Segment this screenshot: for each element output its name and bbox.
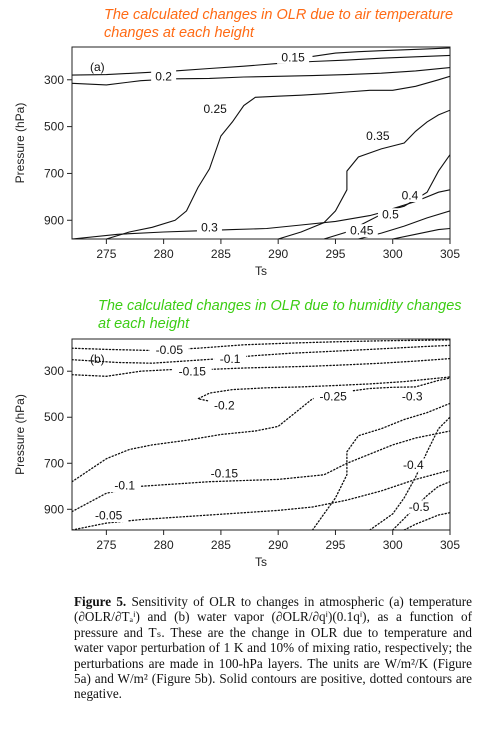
contour-line xyxy=(72,469,450,530)
contour-label-bg xyxy=(377,208,403,222)
contour-label: 0.45 xyxy=(350,224,374,238)
x-tick-label: 295 xyxy=(325,247,345,261)
x-tick-label: 275 xyxy=(96,247,116,261)
contour-chart-b: 275 280 285 290 295 300 305 300 500 700 900 Ts Press… xyxy=(13,338,460,569)
x-tick-label: 305 xyxy=(440,247,460,261)
contour-label-bg xyxy=(361,129,394,143)
figure-caption: Figure 5. Sensitivity of OLR to changes … xyxy=(74,594,472,702)
contour-chart-a: 275 280 285 290 295 300 305 300 500 700 900 Ts Press… xyxy=(13,46,460,278)
contour-line xyxy=(72,357,450,377)
contour-label: 0.3 xyxy=(201,221,218,235)
x-tick-label: 290 xyxy=(268,538,288,552)
x-tick-label: 290 xyxy=(268,247,288,261)
contour-label-bg xyxy=(151,69,177,83)
x-tick-label: 295 xyxy=(325,538,345,552)
contour-line xyxy=(392,227,450,239)
contour-line xyxy=(72,377,450,483)
plot-frame xyxy=(71,338,451,531)
y-axis-label: Pressure (hPa) xyxy=(13,394,27,475)
contour-label: -0.05 xyxy=(95,509,123,523)
contour-label: -0.15 xyxy=(179,364,207,378)
contour-label: 0.35 xyxy=(366,129,390,143)
caption-label: Figure 5. xyxy=(74,594,127,609)
contour-label-bg xyxy=(397,458,430,472)
x-tick-label: 280 xyxy=(154,247,174,261)
y-axis-label: Pressure (hPa) xyxy=(13,103,27,184)
contour-line xyxy=(312,47,450,57)
contour-label: -0.25 xyxy=(319,389,347,403)
annotation-humidity: The calculated changes in OLR due to hum… xyxy=(98,298,462,332)
contour-line xyxy=(369,416,450,530)
contour-label-bg xyxy=(208,399,241,413)
contour-label: 0.4 xyxy=(402,189,419,203)
contour-label: 0.25 xyxy=(204,102,228,116)
contour-line xyxy=(72,430,450,513)
contour-line xyxy=(72,339,450,352)
contour-label: -0.2 xyxy=(214,399,235,413)
contour-label-bg xyxy=(397,189,423,203)
contour-label: 0.2 xyxy=(155,69,172,83)
panel-label: (b) xyxy=(90,352,105,366)
contour-label: -0.15 xyxy=(211,466,239,480)
y-tick-label: 500 xyxy=(44,120,64,134)
panel-label: (a) xyxy=(90,60,105,74)
x-tick-label: 300 xyxy=(383,538,403,552)
x-tick-label: 275 xyxy=(96,538,116,552)
y-tick-label: 900 xyxy=(44,213,64,227)
contour-label-bg xyxy=(172,364,212,378)
contour-label-bg xyxy=(396,389,429,403)
contour-line xyxy=(106,75,450,239)
x-axis-label: Ts xyxy=(255,264,267,278)
y-tick-label: 500 xyxy=(44,410,64,424)
contour-label-bg xyxy=(149,343,189,357)
y-tick-label: 300 xyxy=(44,73,64,87)
contour-line xyxy=(196,376,450,405)
y-tick-label: 700 xyxy=(44,166,64,180)
contour-label-bg xyxy=(108,479,141,493)
y-tick-label: 900 xyxy=(44,502,64,516)
x-tick-label: 285 xyxy=(211,247,231,261)
contour-label-bg xyxy=(204,466,244,480)
contour-label: 0.15 xyxy=(281,50,305,64)
x-tick-label: 285 xyxy=(211,538,231,552)
contour-label: -0.1 xyxy=(114,479,135,493)
y-tick-label: 700 xyxy=(44,456,64,470)
contour-label-bg xyxy=(345,224,378,238)
x-axis-label: Ts xyxy=(255,555,267,569)
contour-label: -0.4 xyxy=(403,458,424,472)
contour-line xyxy=(311,402,450,530)
contour-line xyxy=(72,154,450,239)
contour-label: -0.3 xyxy=(402,389,423,403)
contour-label-bg xyxy=(196,221,222,235)
plot-frame xyxy=(71,46,451,240)
annotation-temperature: The calculated changes in OLR due to air… xyxy=(104,7,454,41)
contour-label: -0.05 xyxy=(156,343,184,357)
contour-label-bg xyxy=(277,50,310,64)
contour-label: -0.5 xyxy=(409,500,430,514)
contour-line xyxy=(72,344,450,364)
contour-line xyxy=(278,109,450,239)
contour-label-bg xyxy=(313,389,353,403)
contour-group xyxy=(72,47,450,239)
x-tick-label: 305 xyxy=(440,538,460,552)
y-tick-label: 300 xyxy=(44,364,64,378)
contour-label-bg xyxy=(214,352,247,366)
contour-label-bg xyxy=(403,500,436,514)
contour-label-bg xyxy=(199,102,232,116)
caption-body: Sensitivity of OLR to changes in atmosph… xyxy=(74,594,473,702)
x-tick-label: 280 xyxy=(154,538,174,552)
contour-line xyxy=(72,67,450,86)
x-tick-label: 300 xyxy=(383,247,403,261)
contour-line xyxy=(72,54,450,76)
contour-label: -0.1 xyxy=(220,352,241,366)
contour-label-bg xyxy=(89,509,129,523)
contour-group xyxy=(72,339,450,530)
contour-label: 0.5 xyxy=(382,208,399,222)
contour-line xyxy=(403,512,450,530)
